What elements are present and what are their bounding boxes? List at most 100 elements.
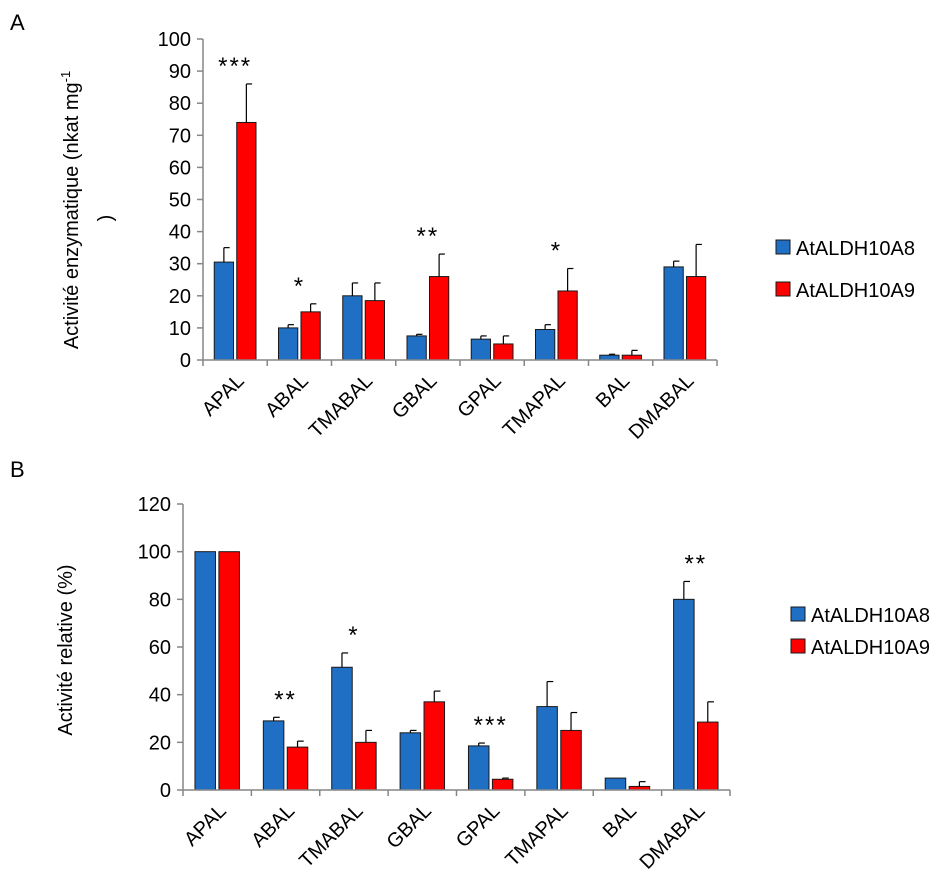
- y-tick-label: 100: [158, 29, 191, 51]
- category-label: DMABAL: [625, 370, 699, 444]
- bar-ataldh10a9-dmabal: [697, 721, 719, 791]
- error-bars: [223, 83, 702, 356]
- y-axis-label-superscript: -1: [58, 71, 73, 83]
- bar-ataldh10a9-abal: [286, 746, 309, 791]
- significance-mark: ***: [218, 53, 252, 80]
- bars: [213, 121, 707, 361]
- bar-ataldh10a9-tmabal: [364, 300, 386, 361]
- bar-ataldh10a9-gpal: [493, 343, 514, 361]
- bar-ataldh10a8-gbal: [399, 732, 422, 791]
- y-tick-label: 30: [169, 254, 191, 276]
- category-label: BAL: [599, 800, 641, 842]
- significance-mark: *: [294, 273, 305, 300]
- category-label: TMABAL: [295, 800, 367, 872]
- y-axis-label-continuation: ): [95, 215, 117, 222]
- significance-mark: **: [417, 223, 440, 250]
- y-tick-label: 20: [169, 286, 191, 308]
- legend-label: AtALDH10A8: [796, 238, 915, 260]
- bar-ataldh10a8-tmabal: [342, 295, 363, 361]
- y-axis-label: Activité enzymatique (nkat mg-1: [58, 71, 83, 349]
- bar-ataldh10a8-apal: [213, 261, 235, 361]
- y-tick-label: 100: [138, 542, 171, 564]
- bar-ataldh10a9-tmapal: [557, 290, 578, 361]
- category-label: ABAL: [247, 800, 299, 852]
- significance-mark: **: [274, 686, 297, 713]
- significance-mark: *: [551, 238, 562, 265]
- bar-ataldh10a9-gbal: [423, 701, 446, 791]
- legend-swatch: [790, 638, 806, 654]
- y-tick-label: 60: [169, 157, 191, 179]
- significance-mark: **: [684, 550, 707, 577]
- bars: [194, 551, 719, 791]
- bar-ataldh10a8-tmapal: [536, 706, 558, 791]
- category-label: TMABAL: [305, 370, 377, 442]
- legend-swatch: [775, 239, 791, 255]
- significance-marks: *******: [218, 53, 562, 300]
- significance-mark: *: [348, 622, 359, 649]
- category-label: GBAL: [383, 800, 436, 853]
- bar-ataldh10a9-apal: [218, 551, 240, 791]
- y-tick-label: 50: [169, 190, 191, 212]
- legend-label: AtALDH10A9: [811, 637, 930, 659]
- legend-label: AtALDH10A9: [796, 280, 915, 302]
- bar-ataldh10a9-gpal: [491, 778, 514, 791]
- y-axis-label: Activité relative (%): [55, 564, 77, 735]
- bar-ataldh10a8-tmapal: [534, 329, 556, 361]
- legend-swatch: [790, 606, 806, 622]
- bar-ataldh10a9-gbal: [428, 276, 450, 361]
- y-tick-label: 10: [169, 318, 191, 340]
- y-tick-label: 20: [149, 732, 171, 754]
- legend-label: AtALDH10A8: [811, 605, 930, 627]
- bar-ataldh10a8-apal: [194, 551, 216, 791]
- bar-ataldh10a8-dmabal: [673, 598, 695, 791]
- category-label: BAL: [592, 370, 634, 412]
- axes: [202, 39, 718, 366]
- category-label: ABAL: [261, 370, 313, 422]
- legend: AtALDH10A8 AtALDH10A9: [790, 605, 930, 659]
- category-label: APAL: [180, 800, 231, 851]
- bar-ataldh10a8-abal: [277, 327, 299, 361]
- category-label: GPAL: [453, 370, 505, 422]
- bar-ataldh10a9-tmapal: [560, 729, 582, 791]
- bar-ataldh10a9-dmabal: [685, 276, 707, 361]
- bar-ataldh10a8-gpal: [470, 338, 492, 361]
- axes: [182, 504, 731, 796]
- y-tick-label: 40: [149, 685, 171, 707]
- y-ticks: 0 20 40 60 80 100 120: [138, 494, 183, 802]
- category-label: TMAPAL: [502, 800, 573, 871]
- y-tick-label: 80: [149, 589, 171, 611]
- bar-ataldh10a8-dmabal: [663, 266, 684, 361]
- panel-a: A Activité enzymatique (nkat mg-1 ) 0 10 2…: [10, 10, 915, 444]
- bar-ataldh10a9-abal: [300, 311, 321, 361]
- significance-marks: ********: [274, 550, 707, 739]
- legend: AtALDH10A8 AtALDH10A9: [775, 238, 915, 302]
- significance-mark: ***: [474, 712, 508, 739]
- y-tick-label: 0: [160, 780, 171, 802]
- category-label: GBAL: [388, 370, 441, 423]
- bar-ataldh10a9-apal: [236, 121, 257, 361]
- bar-ataldh10a8-abal: [262, 720, 285, 791]
- legend-swatch: [775, 281, 791, 297]
- category-label: APAL: [198, 370, 249, 421]
- bar-ataldh10a8-gpal: [467, 745, 490, 791]
- category-label: DMABAL: [636, 800, 710, 874]
- panel-letter: A: [10, 10, 25, 35]
- panel-b: B Activité relative (%) 020406080100120 …: [10, 457, 930, 874]
- error-bars: [272, 580, 714, 787]
- category-label: GPAL: [452, 800, 504, 852]
- y-tick-label: 120: [138, 494, 171, 516]
- category-label: TMAPAL: [499, 370, 570, 441]
- y-tick-label: 70: [169, 125, 191, 147]
- bar-ataldh10a8-bal: [604, 777, 627, 791]
- y-ticks: 0 10 20 30 40 50 60 70 80 90 100: [158, 29, 203, 372]
- bar-ataldh10a8-gbal: [406, 335, 427, 361]
- y-tick-label: 80: [169, 93, 191, 115]
- bar-ataldh10a9-tmabal: [355, 741, 377, 791]
- y-tick-label: 40: [169, 222, 191, 244]
- bar-ataldh10a8-tmabal: [331, 666, 353, 791]
- y-tick-label: 0: [180, 350, 191, 372]
- panel-letter: B: [10, 457, 25, 482]
